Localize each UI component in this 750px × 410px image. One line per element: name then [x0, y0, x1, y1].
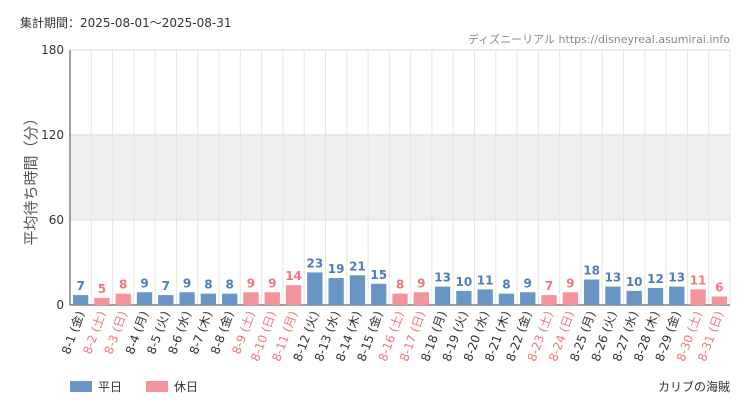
legend-holiday-swatch [146, 381, 169, 392]
legend: 平日 休日 [70, 378, 222, 395]
legend-weekday: 平日 [70, 378, 122, 395]
data-label: 6 [715, 281, 723, 295]
bar-8-8 (金) [222, 293, 238, 305]
data-label: 11 [690, 273, 707, 287]
data-label: 23 [306, 256, 323, 270]
data-label: 8 [225, 278, 233, 292]
bar-8-13 (水) [328, 278, 344, 305]
source-label: ディズニーリアル https://disneyreal.asumirai.inf… [467, 33, 730, 46]
bar-8-22 (金) [520, 292, 536, 305]
data-label: 9 [566, 276, 574, 290]
bar-8-29 (金) [669, 286, 685, 305]
data-label: 10 [626, 275, 643, 289]
period-label: 集計期間：2025-08-01〜2025-08-31 [20, 16, 232, 30]
data-label: 13 [605, 271, 622, 285]
data-label: 13 [434, 271, 451, 285]
bar-8-2 (土) [94, 297, 110, 305]
bar-8-17 (日) [413, 292, 429, 305]
bar-8-9 (土) [243, 292, 259, 305]
data-label: 7 [162, 279, 170, 293]
attraction-name: カリブの海賊 [657, 380, 730, 394]
data-label: 14 [285, 269, 302, 283]
data-label: 7 [76, 279, 84, 293]
bar-8-4 (月) [136, 292, 153, 305]
legend-weekday-label: 平日 [98, 380, 123, 394]
bar-8-12 (火) [307, 272, 323, 305]
bar-8-19 (火) [456, 290, 472, 305]
data-label: 18 [583, 264, 600, 278]
y-tick-label: 0 [56, 298, 64, 312]
data-label: 9 [140, 276, 148, 290]
y-tick-label: 120 [41, 128, 64, 142]
bar-8-30 (土) [690, 289, 706, 305]
legend-holiday: 休日 [146, 378, 198, 395]
bar-8-28 (木) [647, 288, 664, 305]
data-label: 8 [119, 278, 127, 292]
data-label: 10 [456, 275, 473, 289]
bar-8-11 (月) [285, 285, 302, 305]
bar-8-31 (日) [711, 296, 728, 305]
y-tick-label: 180 [41, 43, 64, 57]
data-label: 9 [183, 276, 191, 290]
bar-8-27 (水) [626, 290, 642, 305]
data-label: 12 [647, 272, 664, 286]
y-axis-label: 平均待ち時間（分） [22, 110, 40, 245]
data-label: 15 [370, 268, 387, 282]
data-label: 9 [417, 276, 425, 290]
data-label: 8 [396, 278, 404, 292]
legend-weekday-swatch [70, 381, 92, 392]
data-label: 13 [668, 271, 685, 285]
legend-holiday-label: 休日 [174, 380, 199, 394]
bar-8-16 (土) [392, 293, 408, 305]
data-label: 9 [247, 276, 255, 290]
data-label: 9 [524, 276, 532, 290]
bar-8-15 (金) [371, 283, 387, 305]
bar-8-10 (日) [264, 292, 280, 305]
bar-8-3 (日) [115, 293, 131, 305]
bar-8-21 (木) [498, 293, 515, 305]
bar-8-14 (木) [349, 275, 366, 305]
bar-8-7 (木) [200, 293, 217, 305]
bar-8-26 (火) [605, 286, 621, 305]
data-label: 11 [477, 273, 494, 287]
bar-8-18 (月) [434, 286, 451, 305]
bar-8-25 (月) [583, 279, 600, 305]
bar-8-24 (日) [562, 292, 578, 305]
data-label: 21 [349, 259, 366, 273]
bar-8-5 (火) [158, 295, 174, 305]
shaded-band [70, 135, 730, 220]
bar-8-23 (土) [541, 295, 557, 305]
bar-8-1 (金) [72, 295, 89, 305]
data-label: 5 [98, 282, 106, 296]
data-label: 9 [268, 276, 276, 290]
data-label: 8 [204, 278, 212, 292]
bar-8-20 (水) [477, 289, 493, 305]
bar-8-6 (水) [179, 292, 195, 305]
data-label: 7 [545, 279, 553, 293]
y-tick-label: 60 [49, 213, 64, 227]
data-label: 19 [328, 262, 345, 276]
data-label: 8 [502, 278, 510, 292]
